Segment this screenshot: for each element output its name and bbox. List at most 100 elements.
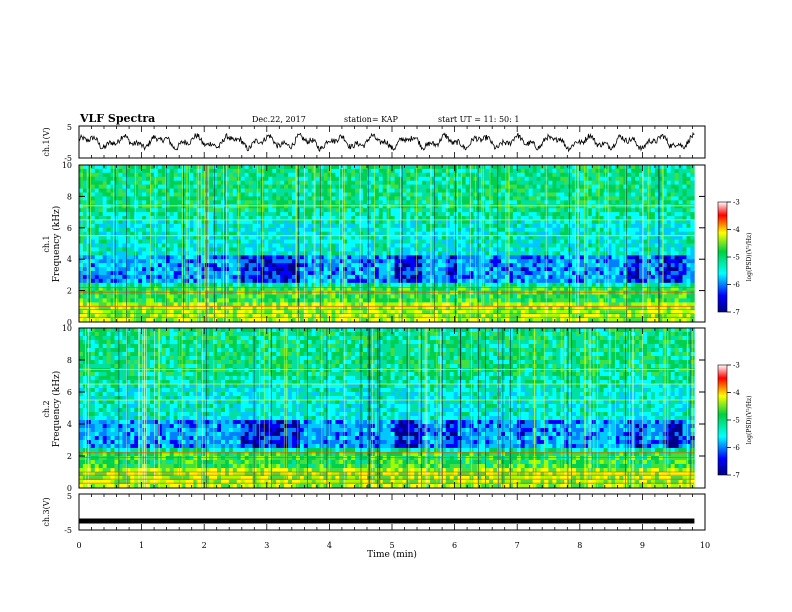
ch1-spectrogram-cell bbox=[307, 294, 313, 299]
ch1-spectrogram-cell bbox=[161, 208, 167, 213]
ch1-spectrogram-cell bbox=[260, 318, 265, 323]
ch1-spectrogram-cell bbox=[406, 223, 411, 229]
ch1-spectrogram-cell bbox=[445, 306, 451, 311]
ch1-spectrogram-cell bbox=[221, 176, 226, 182]
ch1-spectrogram-cell bbox=[394, 176, 399, 182]
ch1-spectrogram-cell bbox=[390, 274, 395, 280]
ch1-spectrogram-cell bbox=[157, 306, 163, 311]
ch1-spectrogram-cell bbox=[426, 274, 431, 280]
ch1-spectrogram-cell bbox=[272, 251, 277, 256]
ch1-spectrogram-cell bbox=[489, 251, 494, 256]
ch1-spectrogram-cell bbox=[548, 180, 553, 185]
ch1-spectrogram-cell bbox=[189, 168, 194, 174]
ch1-spectrogram-cell bbox=[315, 165, 320, 170]
ch1-spectrogram-cell bbox=[296, 235, 301, 240]
ch1-spectrogram-cell bbox=[528, 227, 533, 233]
ch1-spectrogram-cell bbox=[260, 235, 265, 240]
ch1-spectrogram-cell bbox=[307, 212, 313, 217]
ch1-spectrogram-cell bbox=[493, 286, 498, 291]
ch1-spectrogram-cell bbox=[161, 267, 167, 272]
ch1-spectrogram-cell bbox=[193, 219, 198, 225]
ch1-spectrogram-cell bbox=[177, 192, 182, 197]
ch1-spectrogram-cell bbox=[556, 216, 561, 221]
ch1-spectrogram-cell bbox=[134, 165, 139, 170]
ch1-spectrogram-cell bbox=[114, 216, 119, 221]
ch1-spectrogram-cell bbox=[327, 263, 332, 268]
ch1-spectrogram-cell bbox=[477, 227, 482, 233]
ch1-spectrogram-cell bbox=[461, 192, 466, 197]
ch1-spectrogram-cell bbox=[402, 310, 407, 315]
ch1-spectrogram-cell bbox=[232, 168, 238, 174]
ch1-spectrogram-cell bbox=[244, 176, 249, 182]
ch1-spectrogram-cell bbox=[528, 192, 533, 197]
ch1-spectrogram-cell bbox=[114, 231, 119, 236]
ch1-spectrogram-cell bbox=[532, 204, 537, 209]
ch1-spectrogram-cell bbox=[240, 231, 245, 236]
ch1-spectrogram-cell bbox=[256, 176, 261, 182]
ch1-spectrogram-cell bbox=[142, 204, 147, 209]
ch1-spectrogram-cell bbox=[457, 227, 462, 233]
ch1-spectrogram-cell bbox=[339, 223, 344, 229]
ch1-spectrogram-cell bbox=[556, 168, 561, 174]
ch1-spectrogram-cell bbox=[197, 247, 202, 252]
ch1-spectrogram-cell bbox=[402, 227, 407, 233]
ch1-spectrogram-cell bbox=[489, 180, 494, 185]
ch1-spectrogram-cell bbox=[256, 290, 261, 295]
ch1-spectrogram-cell bbox=[327, 298, 332, 303]
ch1-spectrogram-cell bbox=[296, 227, 301, 233]
ch1-spectrogram-cell bbox=[213, 204, 218, 209]
ch1-spectrogram-cell bbox=[319, 310, 324, 315]
ch1-spectrogram-cell bbox=[394, 318, 399, 323]
ch1-spectrogram-cell bbox=[268, 318, 273, 323]
ch1-spectrogram-cell bbox=[217, 165, 222, 170]
ch1-spectrogram-cell bbox=[272, 318, 277, 323]
ch1-spectrogram-cell bbox=[323, 318, 328, 323]
ch1-spectrogram-cell bbox=[165, 263, 171, 268]
ch1-spectrogram-cell bbox=[146, 302, 151, 307]
ch1-spectrogram-cell bbox=[406, 168, 411, 174]
ch1-spectrogram-cell bbox=[146, 204, 151, 209]
ch1-spectrogram-cell bbox=[303, 318, 309, 323]
ch1-spectrogram-cell bbox=[122, 318, 127, 323]
ch1-spectrogram-cell bbox=[177, 314, 182, 319]
ch1-spectrogram-cell bbox=[520, 282, 526, 288]
ch1-spectrogram-cell bbox=[189, 219, 194, 225]
ch1-spectrogram-cell bbox=[327, 227, 332, 233]
ch1-spectrogram-cell bbox=[232, 231, 238, 236]
ch1-spectrogram-cell bbox=[98, 310, 103, 315]
ch1-spectrogram-cell bbox=[177, 168, 182, 174]
ch1-spectrogram-cell bbox=[161, 298, 167, 303]
ch1-spectrogram-cell bbox=[303, 310, 309, 315]
ch1-spectrogram-cell bbox=[122, 227, 127, 233]
ch1-spectrogram-cell bbox=[165, 239, 171, 244]
ch1-spectrogram-cell bbox=[509, 290, 514, 295]
ch1-spectrogram-cell bbox=[240, 251, 245, 256]
ch1-spectrogram-cell bbox=[165, 180, 171, 185]
ch1-spectrogram-cell bbox=[240, 200, 245, 205]
ch1-spectrogram-cell bbox=[102, 298, 107, 303]
ch1-spectrogram-cell bbox=[477, 172, 482, 178]
ch1-spectrogram-cell bbox=[418, 318, 423, 323]
ch1-spectrogram-cell bbox=[98, 176, 103, 182]
ch1-spectrogram-cell bbox=[331, 271, 336, 276]
ch1-spectrogram-cell bbox=[138, 219, 143, 225]
ch1-spectrogram-cell bbox=[512, 204, 518, 209]
ch1-spectrogram-cell bbox=[114, 192, 119, 197]
ch1-spectrogram-cell bbox=[335, 310, 340, 315]
ch1-ytick-neg5: -5 bbox=[64, 154, 72, 163]
ch1-spectrogram-cell bbox=[193, 247, 198, 252]
ch1-spectrogram-cell bbox=[461, 263, 466, 268]
ch1-spectrogram-cell bbox=[465, 200, 470, 205]
ch1-spectrogram-cell bbox=[422, 212, 427, 217]
ch1-spectrogram-cell bbox=[292, 314, 297, 319]
ch1-spectrogram-cell bbox=[197, 271, 202, 276]
ch1-spectrogram-cell bbox=[374, 255, 380, 260]
ch1-spectrogram-cell bbox=[536, 176, 541, 182]
ch1-spectrogram-cell bbox=[150, 184, 155, 189]
ch1-spectrogram-cell bbox=[477, 184, 482, 189]
ch1-spectrogram-cell bbox=[288, 302, 293, 307]
ch1-spectrogram-cell bbox=[256, 259, 261, 264]
ch1-spectrogram-cell bbox=[363, 294, 368, 299]
ch1-spectrogram-cell bbox=[418, 282, 423, 288]
ch1-spectrogram-cell bbox=[544, 188, 549, 193]
